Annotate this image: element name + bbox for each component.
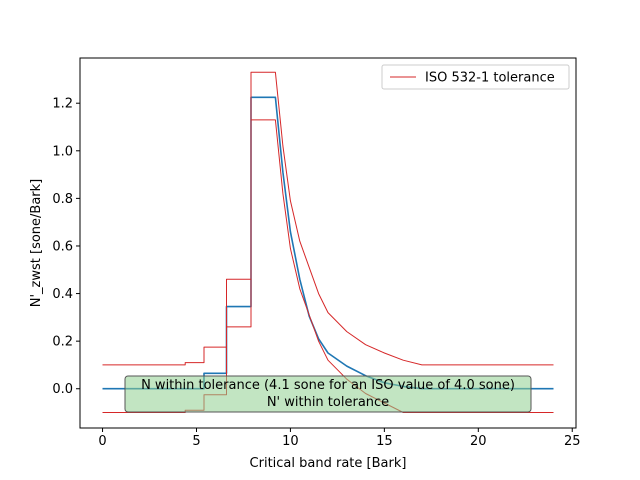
series-line-upper — [102, 71, 554, 366]
legend: ISO 532-1 tolerance — [381, 64, 570, 90]
legend-label-tolerance: ISO 532-1 tolerance — [425, 71, 555, 86]
x-tick-label: 10 — [282, 434, 299, 449]
legend-box — [381, 64, 570, 90]
annotation: N within tolerance (4.1 sone for an ISO … — [124, 375, 532, 413]
x-axis-label: Critical band rate [Bark] — [250, 456, 407, 471]
y-tick-label: 0.8 — [52, 192, 73, 207]
x-tick-label: 15 — [376, 434, 393, 449]
x-tick-label: 5 — [192, 434, 200, 449]
x-tick-label: 0 — [98, 434, 106, 449]
y-tick-label: 1.2 — [52, 97, 73, 112]
axes: 0 5 10 15 20 25 0.0 0.2 0.4 0.6 0.8 1.0 1.2 — [52, 57, 581, 449]
y-tick-label: 0.2 — [52, 335, 73, 350]
y-tick-label: 0.6 — [52, 239, 73, 254]
annotation-line-2: N' within tolerance — [267, 395, 389, 410]
y-tick-label: 1.0 — [52, 144, 73, 159]
x-tick-label: 20 — [470, 434, 487, 449]
annotation-line-1: N within tolerance (4.1 sone for an ISO … — [141, 378, 515, 393]
annotation-box — [124, 375, 532, 413]
y-tick-label: 0.0 — [52, 382, 73, 397]
x-tick-label: 25 — [564, 434, 581, 449]
y-tick-label: 0.4 — [52, 287, 73, 302]
y-axis-label: N'_zwst [sone/Bark] — [29, 179, 44, 308]
plot-frame — [79, 57, 577, 429]
